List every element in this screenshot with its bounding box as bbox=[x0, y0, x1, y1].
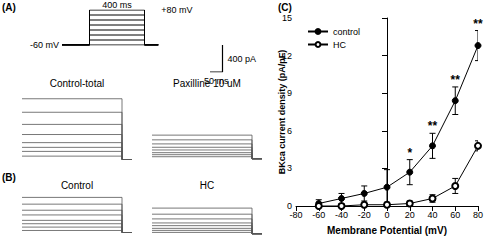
svg-text:-60: -60 bbox=[312, 210, 325, 220]
svg-text:-20: -20 bbox=[358, 210, 371, 220]
svg-text:80: 80 bbox=[473, 210, 483, 220]
svg-text:-80: -80 bbox=[289, 210, 302, 220]
svg-text:Paxilline 10 uM: Paxilline 10 uM bbox=[173, 78, 241, 89]
svg-text:HC: HC bbox=[333, 40, 346, 50]
svg-text:9: 9 bbox=[287, 88, 292, 98]
svg-text:(C): (C) bbox=[278, 2, 292, 13]
svg-text:20: 20 bbox=[405, 210, 415, 220]
svg-text:**: ** bbox=[473, 17, 483, 31]
svg-text:400 ms: 400 ms bbox=[102, 0, 132, 10]
svg-text:-60 mV: -60 mV bbox=[30, 40, 59, 50]
svg-text:(A): (A) bbox=[2, 2, 16, 13]
svg-text:**: ** bbox=[428, 119, 438, 133]
svg-text:0: 0 bbox=[287, 201, 292, 211]
svg-text:(B): (B) bbox=[2, 172, 16, 183]
svg-text:12: 12 bbox=[282, 51, 292, 61]
svg-text:+80 mV: +80 mV bbox=[161, 5, 192, 15]
svg-text:40: 40 bbox=[427, 210, 437, 220]
svg-text:400 pA: 400 pA bbox=[228, 54, 257, 64]
svg-text:60: 60 bbox=[450, 210, 460, 220]
svg-text:**: ** bbox=[451, 73, 461, 87]
svg-text:-40: -40 bbox=[335, 210, 348, 220]
svg-text:*: * bbox=[407, 146, 412, 160]
svg-text:HC: HC bbox=[200, 180, 214, 191]
svg-text:3: 3 bbox=[287, 163, 292, 173]
svg-text:Control-total: Control-total bbox=[50, 78, 104, 89]
svg-text:Membrane Potential (mV): Membrane Potential (mV) bbox=[327, 225, 447, 236]
svg-text:15: 15 bbox=[282, 13, 292, 23]
svg-text:control: control bbox=[333, 27, 360, 37]
svg-text:BKca current density (pA/pF): BKca current density (pA/pF) bbox=[277, 50, 287, 175]
svg-text:0: 0 bbox=[384, 210, 389, 220]
svg-text:6: 6 bbox=[287, 126, 292, 136]
svg-text:Control: Control bbox=[61, 180, 93, 191]
